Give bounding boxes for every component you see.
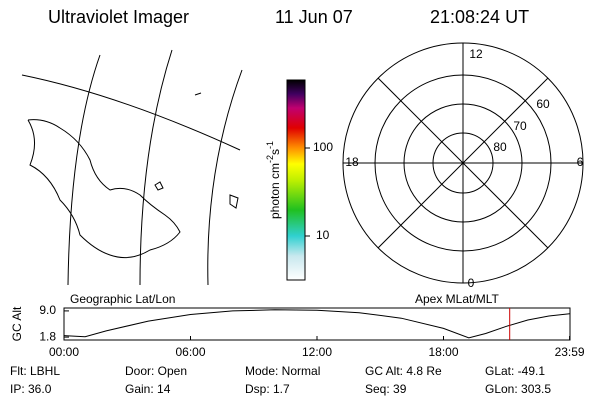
map-label: Geographic Lat/Lon <box>70 292 175 306</box>
status-field: Flt: LBHL <box>10 364 60 378</box>
status-field: IP: 36.0 <box>10 382 52 396</box>
colorbar-tick-label: 10 <box>316 228 330 242</box>
exponent: -1 <box>265 141 275 149</box>
status-field: Mode: Normal <box>245 364 320 378</box>
unit: photon cm <box>268 163 282 219</box>
mlt-label: 0 <box>468 276 475 290</box>
status-field: Seq: 39 <box>365 382 407 396</box>
y-tick-label: 9.0 <box>39 303 56 317</box>
x-tick-label: 18:00 <box>428 345 458 359</box>
x-tick-label: 23:59 <box>555 345 585 359</box>
lat-label: 70 <box>513 119 527 133</box>
colorbar-label: photon cm-2s-1 <box>265 141 282 219</box>
y-axis-label: GC Alt <box>10 306 24 341</box>
status-field: Gain: 14 <box>125 382 171 396</box>
unit: s <box>268 149 282 155</box>
status-field: GLon: 303.5 <box>485 382 551 396</box>
title: Ultraviolet Imager <box>48 7 189 27</box>
date: 11 Jun 07 <box>275 7 353 27</box>
lat-label: 60 <box>536 97 550 111</box>
status-field: GC Alt: 4.8 Re <box>365 364 442 378</box>
colorbar-tick-label: 100 <box>313 140 333 154</box>
status-field: Door: Open <box>125 364 187 378</box>
alt-plot-frame <box>63 307 571 341</box>
x-tick-label: 12:00 <box>302 345 332 359</box>
y-tick-label: 1.8 <box>39 329 56 343</box>
status-field: GLat: -49.1 <box>485 364 545 378</box>
x-tick-label: 00:00 <box>49 345 79 359</box>
lat-label: 80 <box>493 140 507 154</box>
time: 21:08:24 UT <box>430 7 529 27</box>
map <box>21 49 243 286</box>
colorbar <box>286 79 306 281</box>
exponent: -2 <box>265 155 275 163</box>
x-tick-label: 06:00 <box>175 345 205 359</box>
polar-grid <box>342 42 584 284</box>
polar-label: Apex MLat/MLT <box>415 292 499 306</box>
mlt-label: 6 <box>577 155 584 169</box>
altitude-line <box>63 309 570 339</box>
mlt-label: 12 <box>469 47 483 61</box>
status-field: Dsp: 1.7 <box>245 382 290 396</box>
mlt-label: 18 <box>345 155 359 169</box>
